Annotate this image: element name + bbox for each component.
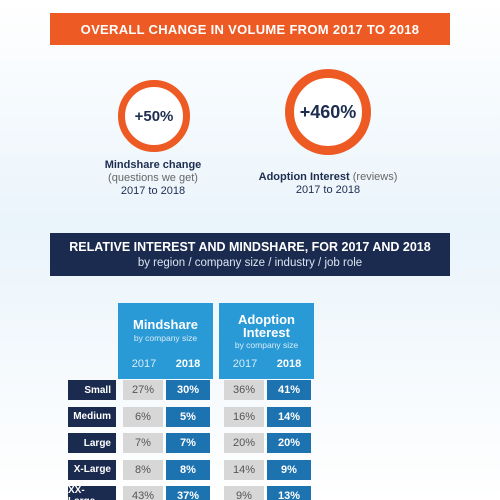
table-cell: 8% [166,459,210,480]
metric-label: Adoption Interest [258,171,350,183]
table-cell: 14% [224,459,264,480]
table-cell: 20% [267,433,311,453]
column-title: Adoption Interest [237,312,296,340]
year-label: 2018 [276,358,302,370]
table-cell: 9% [267,459,311,480]
section-title: RELATIVE INTEREST AND MINDSHARE, FOR 201… [69,240,431,254]
row-label: XX-Large [68,485,116,500]
table-cell: 9% [224,486,264,500]
metric-note: (questions we get) [108,172,198,184]
table-cell: 36% [224,380,264,400]
table-cell: 6% [123,406,163,427]
table-cell: 5% [166,406,210,427]
table-cell: 14% [267,406,311,427]
table-cell: 30% [166,380,210,400]
table-cell: 7% [166,433,210,453]
section-subtitle: by region / company size / industry / jo… [137,257,363,269]
year-label: 2017 [131,358,157,370]
column-subtitle: by company size [133,333,198,343]
metric-caption: Mindshare change (questions we get) 2017… [73,159,233,197]
metric-period: 2017 to 2018 [295,184,361,196]
metric-caption: Adoption Interest (reviews) 2017 to 2018 [248,171,408,196]
year-label: 2017 [232,358,258,370]
section-banner: RELATIVE INTEREST AND MINDSHARE, FOR 201… [50,233,450,276]
table-cell: 20% [224,433,264,453]
row-label: Small [68,380,116,400]
table-cell: 43% [123,486,163,500]
table-cell: 13% [267,486,311,500]
column-subtitle: by company size [234,340,299,350]
row-label: X-Large [68,459,116,480]
metric-period: 2017 to 2018 [120,185,186,197]
column-title: Mindshare [132,317,198,332]
table-cell: 16% [224,406,264,427]
metric-ring: +50% [118,80,190,152]
metric-ring: +460% [285,69,371,155]
row-label: Large [68,433,116,453]
metric-note: (reviews) [352,171,398,183]
column-header: Adoption Interest by company size 2017 2018 [219,303,314,379]
year-label: 2018 [175,358,201,370]
table-cell: 8% [123,459,163,480]
table-cell: 41% [267,380,311,400]
table-cell: 37% [166,486,210,500]
top-banner: OVERALL CHANGE IN VOLUME FROM 2017 TO 20… [50,13,450,45]
table-cell: 27% [123,380,163,400]
row-label: Medium [68,406,116,427]
table-cell: 7% [123,433,163,453]
column-header: Mindshare by company size 2017 2018 [118,303,213,379]
metric-label: Mindshare change [104,159,202,171]
